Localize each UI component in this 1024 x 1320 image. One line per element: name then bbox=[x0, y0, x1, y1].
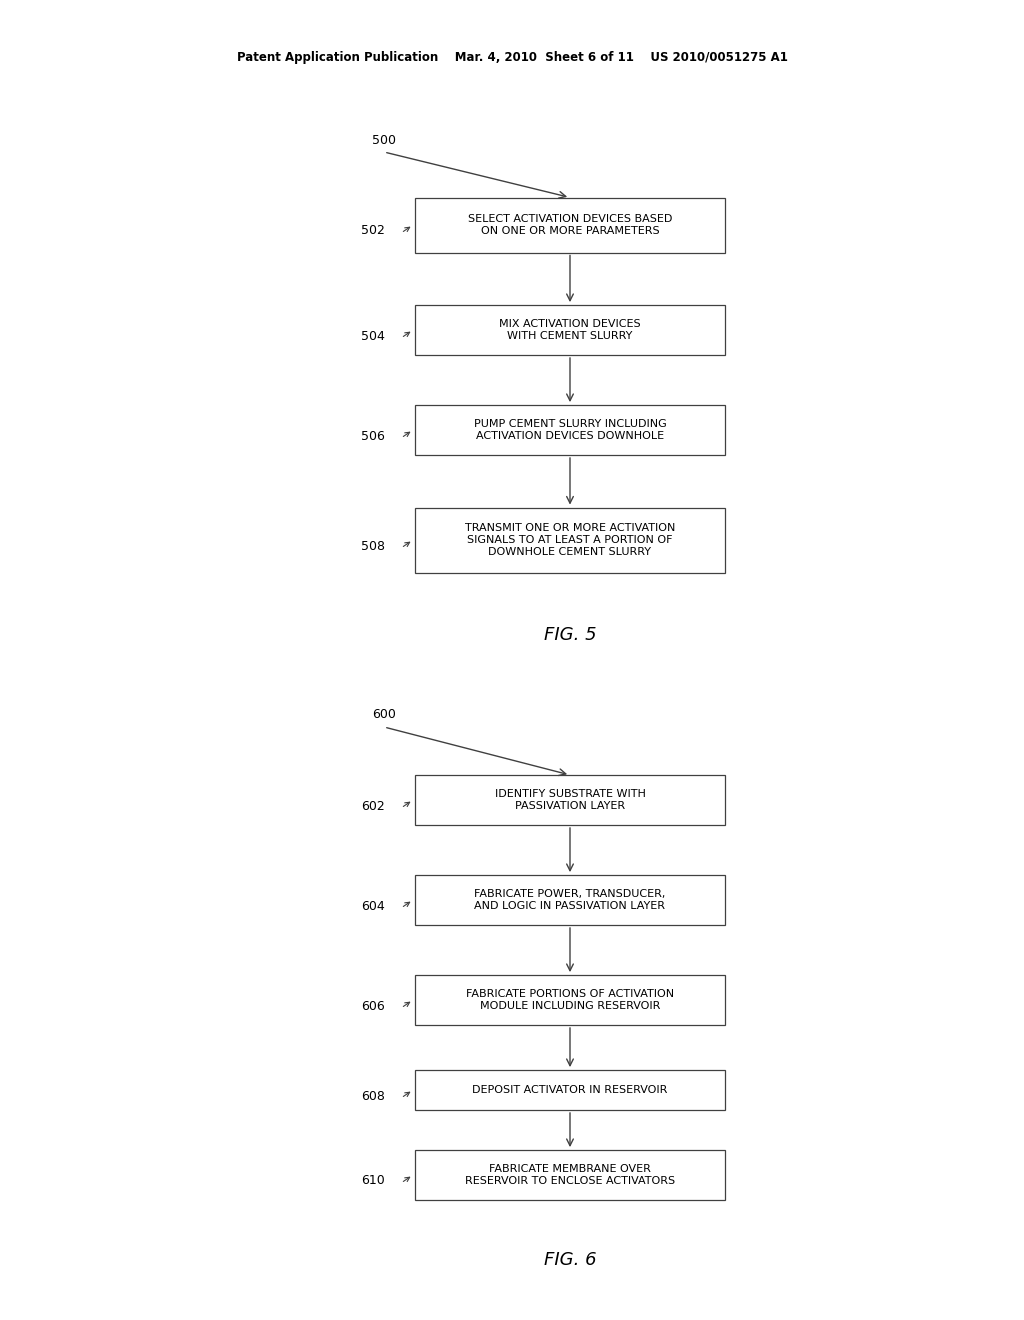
Bar bbox=[415, 198, 725, 252]
Bar bbox=[415, 507, 725, 573]
Bar bbox=[415, 875, 725, 925]
Bar bbox=[415, 405, 725, 455]
Text: 608: 608 bbox=[361, 1089, 385, 1102]
Text: 500: 500 bbox=[372, 133, 396, 147]
Text: 502: 502 bbox=[361, 224, 385, 238]
Bar bbox=[415, 1071, 725, 1110]
Text: 508: 508 bbox=[361, 540, 385, 553]
Text: 602: 602 bbox=[361, 800, 385, 813]
Text: IDENTIFY SUBSTRATE WITH
PASSIVATION LAYER: IDENTIFY SUBSTRATE WITH PASSIVATION LAYE… bbox=[495, 789, 645, 810]
Bar bbox=[415, 775, 725, 825]
Text: SELECT ACTIVATION DEVICES BASED
ON ONE OR MORE PARAMETERS: SELECT ACTIVATION DEVICES BASED ON ONE O… bbox=[468, 214, 672, 236]
Text: 506: 506 bbox=[361, 429, 385, 442]
Text: FABRICATE POWER, TRANSDUCER,
AND LOGIC IN PASSIVATION LAYER: FABRICATE POWER, TRANSDUCER, AND LOGIC I… bbox=[474, 890, 666, 911]
Text: 600: 600 bbox=[372, 709, 396, 722]
Text: PUMP CEMENT SLURRY INCLUDING
ACTIVATION DEVICES DOWNHOLE: PUMP CEMENT SLURRY INCLUDING ACTIVATION … bbox=[474, 420, 667, 441]
Bar bbox=[415, 305, 725, 355]
Text: MIX ACTIVATION DEVICES
WITH CEMENT SLURRY: MIX ACTIVATION DEVICES WITH CEMENT SLURR… bbox=[499, 319, 641, 341]
Text: 504: 504 bbox=[361, 330, 385, 342]
Text: FABRICATE PORTIONS OF ACTIVATION
MODULE INCLUDING RESERVOIR: FABRICATE PORTIONS OF ACTIVATION MODULE … bbox=[466, 989, 674, 1011]
Bar bbox=[415, 975, 725, 1026]
Text: 604: 604 bbox=[361, 899, 385, 912]
Text: 606: 606 bbox=[361, 999, 385, 1012]
Text: Patent Application Publication    Mar. 4, 2010  Sheet 6 of 11    US 2010/0051275: Patent Application Publication Mar. 4, 2… bbox=[237, 51, 787, 65]
Text: DEPOSIT ACTIVATOR IN RESERVOIR: DEPOSIT ACTIVATOR IN RESERVOIR bbox=[472, 1085, 668, 1096]
Text: FIG. 5: FIG. 5 bbox=[544, 626, 596, 644]
Text: FABRICATE MEMBRANE OVER
RESERVOIR TO ENCLOSE ACTIVATORS: FABRICATE MEMBRANE OVER RESERVOIR TO ENC… bbox=[465, 1164, 675, 1185]
Text: 610: 610 bbox=[361, 1175, 385, 1188]
Bar bbox=[415, 1150, 725, 1200]
Text: FIG. 6: FIG. 6 bbox=[544, 1251, 596, 1269]
Text: TRANSMIT ONE OR MORE ACTIVATION
SIGNALS TO AT LEAST A PORTION OF
DOWNHOLE CEMENT: TRANSMIT ONE OR MORE ACTIVATION SIGNALS … bbox=[465, 524, 675, 557]
